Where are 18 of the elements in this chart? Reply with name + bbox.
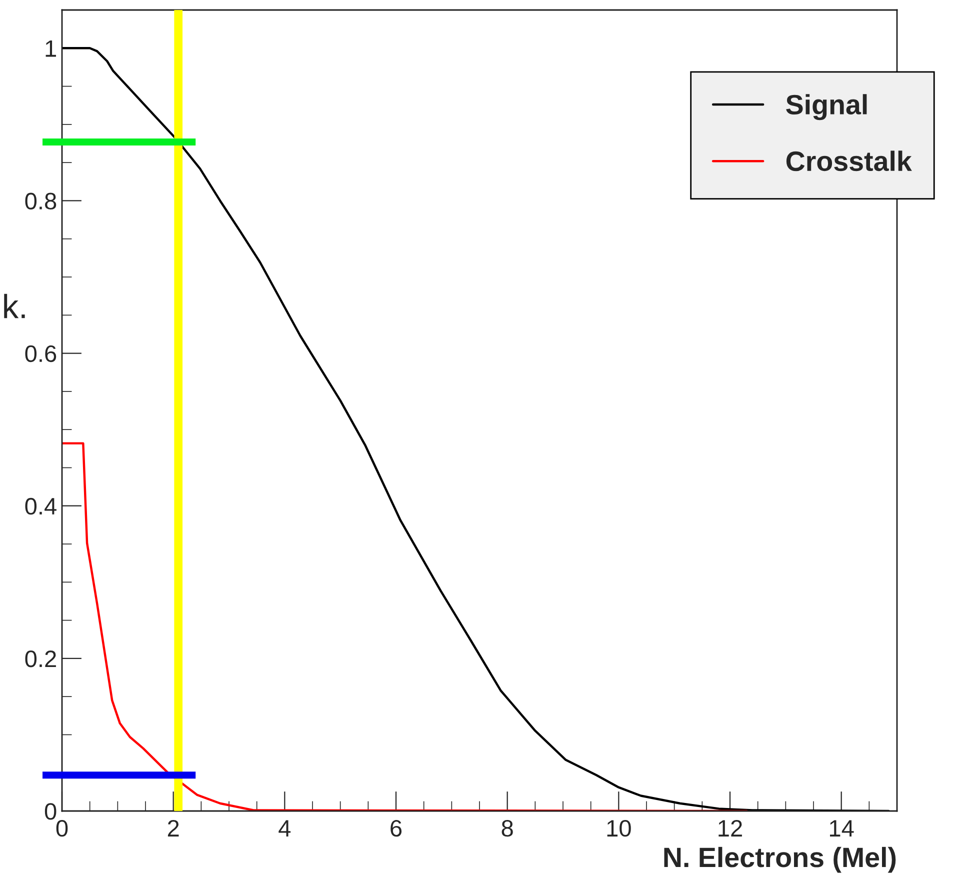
- x-tick-label: 0: [56, 820, 68, 837]
- legend-label: Signal: [786, 94, 867, 120]
- x-tick-label: 14: [830, 820, 854, 836]
- x-tick-label: 6: [390, 820, 402, 837]
- x-tick-label: 12: [718, 820, 742, 836]
- x-tick-label: 4: [278, 820, 291, 836]
- legend-label: Crosstalk: [786, 150, 912, 172]
- x-tick-label: 10: [607, 820, 631, 837]
- y-tick-label: 1: [46, 40, 56, 57]
- x-tick-label: 2: [168, 820, 179, 836]
- y-tick-label: 0: [44, 803, 56, 820]
- x-axis-title: N. Electrons (Mel): [664, 846, 896, 873]
- x-tick-label: 8: [502, 820, 513, 837]
- text: k.: [4, 294, 25, 318]
- y-tick-label: 0.4: [25, 498, 56, 515]
- y-tick-label: 0.8: [25, 192, 56, 210]
- y-tick-label: 0.6: [25, 345, 56, 362]
- y-tick-label: 0.2: [25, 650, 56, 668]
